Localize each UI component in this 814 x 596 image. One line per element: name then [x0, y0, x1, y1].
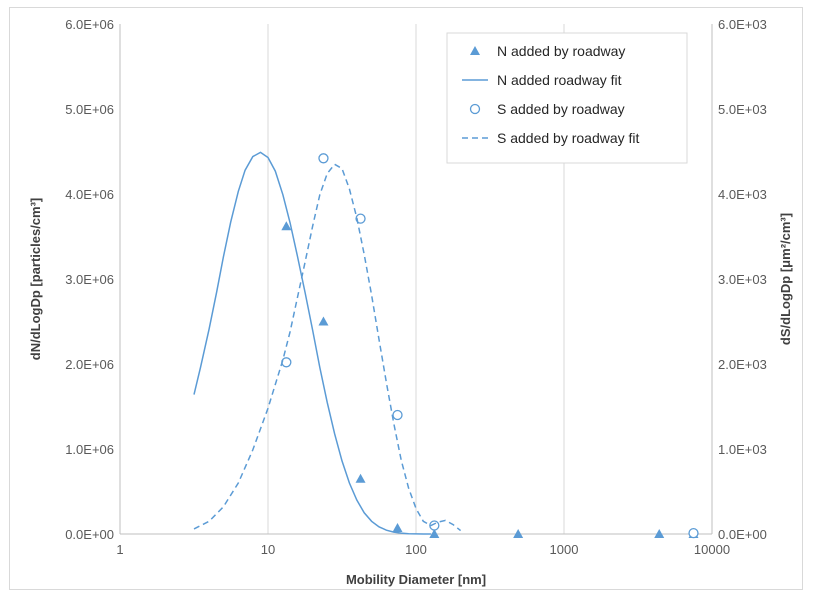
- right-y-tick-label: 4.0E+03: [718, 187, 767, 202]
- tick-labels: 1 10 100 1000 100000.0E+001.0E+062.0E+063.0E…: [65, 17, 767, 557]
- number-data-point: [654, 529, 665, 538]
- legend-box: [446, 32, 688, 164]
- x-tick-label: 1: [116, 542, 123, 557]
- right-y-tick-label: 5.0E+03: [718, 102, 767, 117]
- right-y-tick-label: 6.0E+03: [718, 17, 767, 32]
- legend-swatch-triangle: [470, 46, 480, 55]
- x-tick-label: 100: [405, 542, 427, 557]
- legend-label: N added roadway fit: [497, 72, 622, 88]
- surface-data-point: [429, 520, 440, 531]
- legend-label: N added by roadway: [497, 43, 625, 59]
- right-y-tick-label: 0.0E+00: [718, 527, 767, 542]
- surface-data-point: [688, 528, 699, 539]
- number-data-point: [392, 523, 403, 533]
- legend: N added by roadway N added roadway fit S a…: [446, 32, 688, 164]
- surface-fit-line: [193, 163, 462, 532]
- surface-data-point: [392, 409, 403, 421]
- legend-label: S added by roadway fit: [497, 130, 640, 146]
- left-y-axis-title: dN/dLogDp [particles/cm³]: [28, 198, 43, 361]
- left-y-tick-label: 3.0E+06: [65, 272, 114, 287]
- surface-data-point: [281, 357, 292, 368]
- legend-swatch-circle: [469, 103, 481, 115]
- number-data-point: [281, 221, 292, 231]
- right-y-tick-label: 2.0E+03: [718, 357, 767, 372]
- number-data-point: [355, 473, 366, 483]
- left-y-tick-label: 2.0E+06: [65, 357, 114, 372]
- right-y-tick-label: 3.0E+03: [718, 272, 767, 287]
- left-y-tick-label: 1.0E+06: [65, 442, 114, 457]
- number-data-point: [429, 529, 440, 538]
- legend-label: S added by roadway: [497, 101, 625, 117]
- left-y-tick-label: 5.0E+06: [65, 102, 114, 117]
- left-y-tick-label: 4.0E+06: [65, 187, 114, 202]
- chart-frame: [9, 7, 803, 590]
- x-tick-label: 10: [261, 542, 275, 557]
- number-data-point: [318, 316, 329, 326]
- number-data-point: [513, 529, 524, 538]
- left-y-tick-label: 6.0E+06: [65, 17, 114, 32]
- x-tick-label: 10000: [694, 542, 730, 557]
- number-fit-line: [193, 151, 431, 535]
- x-axis-title: Mobility Diameter [nm]: [346, 572, 486, 587]
- left-y-tick-label: 0.0E+00: [65, 527, 114, 542]
- right-y-tick-label: 1.0E+03: [718, 442, 767, 457]
- x-tick-label: 1000: [550, 542, 579, 557]
- surface-data-point: [318, 153, 329, 164]
- right-y-axis-title: dS/dLogDp [μm²/cm³]: [778, 213, 793, 345]
- plot-area: [193, 151, 699, 539]
- surface-data-point: [355, 213, 366, 224]
